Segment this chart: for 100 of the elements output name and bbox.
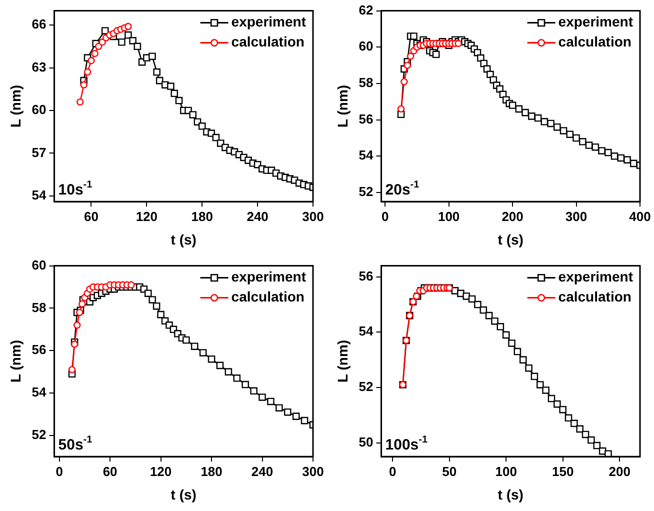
point — [124, 22, 132, 30]
point — [118, 38, 126, 46]
point — [175, 96, 183, 104]
point — [70, 340, 78, 348]
point — [564, 414, 572, 422]
point — [400, 78, 408, 86]
point — [404, 62, 411, 69]
point — [496, 322, 504, 330]
point — [144, 290, 152, 297]
point — [95, 42, 102, 50]
point — [572, 134, 580, 142]
legend-label: experiment — [558, 268, 634, 285]
point — [593, 442, 601, 450]
x-tick-label: 300 — [302, 464, 324, 479]
point — [224, 368, 232, 376]
y-tick-label: 52 — [32, 426, 46, 442]
point — [406, 52, 414, 60]
y-tick-label: 63 — [32, 59, 46, 74]
point — [585, 142, 593, 149]
point — [604, 148, 612, 156]
point — [300, 416, 308, 424]
point — [397, 105, 405, 113]
y-tick-label: 54 — [358, 324, 374, 339]
x-tick-label: 120 — [150, 464, 172, 479]
x-tick-label: 180 — [200, 464, 222, 479]
point — [508, 340, 516, 347]
point — [522, 108, 529, 116]
point — [554, 123, 561, 131]
legend-label: calculation — [558, 288, 632, 305]
point — [76, 308, 84, 316]
point — [167, 82, 174, 90]
point — [152, 302, 160, 310]
y-tick-label: 52 — [358, 184, 374, 200]
point — [182, 336, 190, 344]
y-tick-label: 56 — [358, 111, 374, 126]
legend-label: experiment — [558, 14, 634, 30]
point — [468, 295, 476, 303]
x-tick-label: 300 — [302, 208, 324, 224]
x-axis-title: t (s) — [498, 231, 524, 248]
point — [588, 436, 595, 444]
point — [547, 120, 554, 128]
x-axis-title: t (s) — [170, 231, 196, 248]
point — [566, 130, 574, 138]
point — [582, 430, 590, 438]
point — [432, 50, 440, 58]
point — [576, 425, 584, 433]
point — [101, 27, 109, 34]
point — [250, 387, 258, 395]
point — [76, 98, 84, 106]
point — [88, 57, 95, 64]
legend-label: calculation — [231, 34, 304, 50]
point — [624, 156, 631, 164]
point — [242, 380, 249, 388]
y-tick-label: 50 — [358, 434, 374, 450]
point — [258, 394, 266, 401]
y-tick-label: 52 — [358, 379, 374, 394]
point — [128, 281, 135, 288]
point — [560, 127, 568, 134]
point — [508, 102, 516, 109]
point — [153, 68, 160, 76]
point — [78, 300, 86, 308]
point — [148, 296, 156, 304]
point — [485, 312, 493, 320]
point — [148, 52, 156, 60]
legend-label: experiment — [231, 14, 306, 30]
y-tick-label: 60 — [358, 38, 374, 54]
y-tick-label: 62 — [358, 2, 374, 18]
point — [189, 111, 197, 118]
x-tick-label: 100 — [495, 464, 517, 479]
x-tick-label: 120 — [136, 208, 158, 224]
point — [542, 386, 550, 394]
point — [540, 118, 548, 126]
y-tick-label: 56 — [32, 342, 46, 358]
point — [292, 412, 300, 420]
y-tick-label: 56 — [358, 268, 374, 284]
point — [554, 400, 561, 408]
x-tick-label: 60 — [102, 464, 118, 479]
point — [617, 154, 625, 162]
point — [491, 317, 498, 325]
x-tick-label: 200 — [502, 208, 524, 224]
point — [216, 362, 224, 370]
point — [91, 50, 99, 58]
point — [570, 420, 578, 428]
y-axis-title: L (nm) — [7, 84, 24, 128]
point — [610, 152, 618, 160]
point — [536, 381, 544, 388]
point — [157, 310, 164, 318]
point — [233, 374, 241, 382]
point — [530, 372, 538, 380]
point — [198, 122, 206, 130]
legend-label: calculation — [558, 34, 632, 50]
legend-label: experiment — [231, 268, 306, 285]
y-tick-label: 54 — [32, 384, 48, 400]
point — [84, 68, 92, 76]
point — [68, 366, 76, 374]
x-tick-label: 180 — [191, 208, 213, 224]
point — [630, 160, 638, 168]
y-tick-label: 58 — [32, 300, 46, 315]
point — [519, 356, 527, 364]
x-tick-label: 0 — [381, 208, 389, 224]
